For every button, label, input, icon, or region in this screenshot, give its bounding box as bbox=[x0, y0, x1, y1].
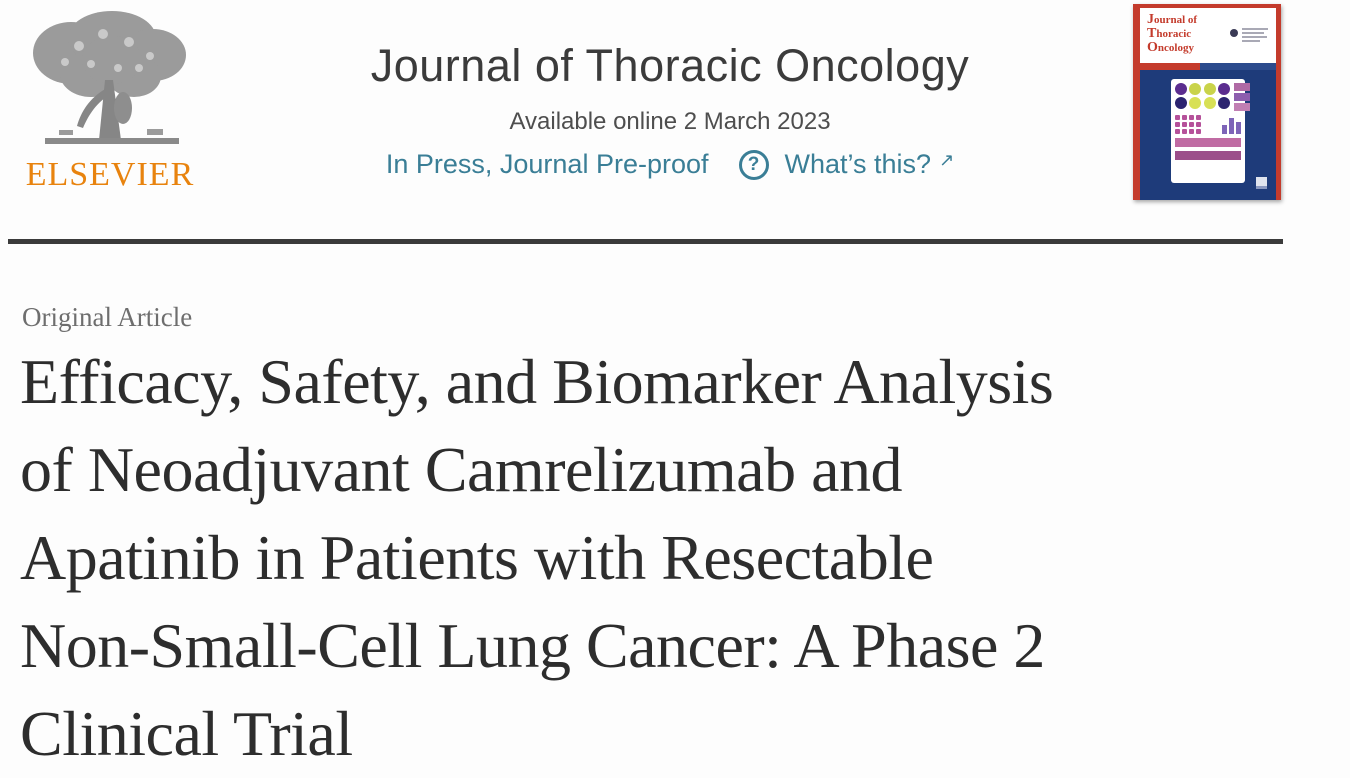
cover-figure-panel bbox=[1171, 79, 1250, 183]
external-link-icon[interactable]: ↗ bbox=[939, 150, 955, 170]
header-divider bbox=[8, 239, 1283, 244]
cover-title-line: Thoracic bbox=[1147, 26, 1192, 41]
cover-publisher-mark-icon bbox=[1256, 177, 1267, 189]
cover-body bbox=[1140, 70, 1276, 200]
article-category: Original Article bbox=[22, 302, 193, 332]
journal-cover-thumbnail[interactable]: Journal of Thoracic Oncology bbox=[1133, 4, 1281, 200]
journal-title-link[interactable]: Journal of Thoracic Oncology bbox=[370, 40, 970, 91]
article-title-line: Efficacy, Safety, and Biomarker Analysis bbox=[20, 346, 1054, 417]
article-title-line: Clinical Trial bbox=[20, 698, 353, 769]
elsevier-wordmark[interactable]: ELSEVIER bbox=[25, 156, 195, 193]
in-press-link[interactable]: In Press, Journal Pre-proof bbox=[385, 149, 709, 179]
article-title-line: of Neoadjuvant Camrelizumab and bbox=[20, 434, 902, 505]
journal-header: Journal of Thoracic Oncology Available o… bbox=[295, 40, 1045, 180]
cover-title-line: Oncology bbox=[1147, 40, 1194, 55]
elsevier-tree-icon bbox=[14, 6, 206, 158]
article-status-row: In Press, Journal Pre-proof ? What’s thi… bbox=[295, 149, 1045, 180]
article-title: Efficacy, Safety, and Biomarker Analysis… bbox=[20, 338, 1320, 778]
cover-society-logo-icon bbox=[1230, 26, 1270, 44]
article-title-line: Non-Small-Cell Lung Cancer: A Phase 2 bbox=[20, 610, 1045, 681]
cover-title-line: Journal of bbox=[1147, 12, 1198, 27]
article-title-line: Apatinib in Patients with Resectable bbox=[20, 522, 934, 593]
cover-band bbox=[1140, 63, 1276, 70]
cover-header: Journal of Thoracic Oncology bbox=[1140, 8, 1276, 63]
whats-this-link[interactable]: What’s this? bbox=[784, 149, 932, 179]
available-online-date: Available online 2 March 2023 bbox=[509, 108, 831, 135]
elsevier-logo[interactable]: ELSEVIER bbox=[14, 6, 206, 192]
question-circle-icon[interactable]: ? bbox=[738, 149, 769, 180]
